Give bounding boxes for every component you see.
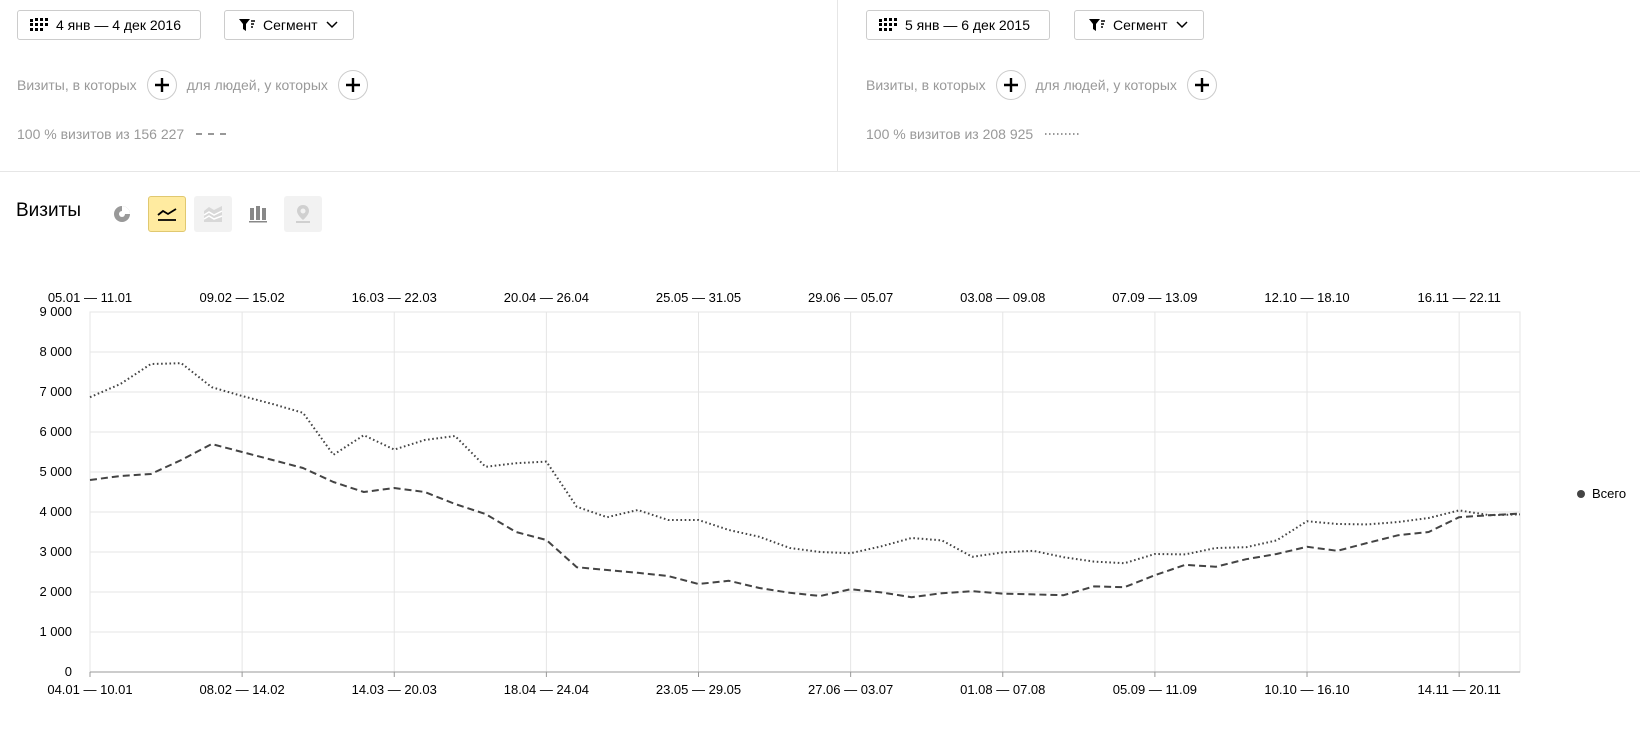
y-tick-label: 8 000 <box>39 344 72 359</box>
calendar-grid-icon <box>879 18 897 31</box>
segment-panel-current: 4 янв — 4 дек 2016 Сегмент Визиты, в кот… <box>0 0 838 171</box>
x-tick-label-bottom: 08.02 — 14.02 <box>199 682 284 697</box>
filter-row-previous: Визиты, в которых для людей, у которых <box>866 70 1227 100</box>
x-tick-label-bottom: 14.11 — 20.11 <box>1417 682 1500 697</box>
series-line-previous <box>89 362 1521 565</box>
segment-stats-label: 100 % визитов из 156 227 <box>17 126 185 142</box>
chevron-down-icon <box>326 21 338 29</box>
chart-series <box>89 362 1521 599</box>
x-tick-label-bottom: 01.08 — 07.08 <box>960 682 1045 697</box>
line-chart-icon <box>157 208 177 221</box>
y-tick-label: 6 000 <box>39 424 72 439</box>
legend-label: Всего <box>1592 486 1627 501</box>
x-tick-label-top: 25.05 — 31.05 <box>656 290 741 305</box>
y-tick-label: 4 000 <box>39 504 72 519</box>
y-tick-label: 7 000 <box>39 384 72 399</box>
pie-chart-view-button[interactable] <box>103 196 141 232</box>
filter-people-label: для людей, у которых <box>1035 77 1177 93</box>
x-tick-label-top: 09.02 — 15.02 <box>199 290 284 305</box>
x-tick-label-top: 12.10 — 18.10 <box>1264 290 1349 305</box>
y-tick-label: 3 000 <box>39 544 72 559</box>
filter-row-current: Визиты, в которых для людей, у которых <box>17 70 378 100</box>
funnel-filter-icon <box>1089 18 1105 31</box>
chart-axes: 0 1 000 2 000 3 000 4 000 5 000 6 000 7 000 8 00… <box>39 290 1520 697</box>
date-range-button-current[interactable]: 4 янв — 4 дек 2016 <box>17 10 201 40</box>
report-title: Визиты <box>16 200 81 221</box>
dashed-line-legend-icon <box>196 133 233 135</box>
chevron-down-icon <box>1176 21 1188 29</box>
x-tick-label-bottom: 05.09 — 11.09 <box>1113 682 1197 697</box>
x-tick-label-bottom: 27.06 — 03.07 <box>808 682 893 697</box>
y-tick-label: 2 000 <box>39 584 72 599</box>
line-chart-view-button[interactable] <box>148 196 186 232</box>
add-people-condition-button[interactable] <box>337 70 368 100</box>
x-tick-label-top: 07.09 — 13.09 <box>1112 290 1197 305</box>
x-tick-label-top: 05.01 — 11.01 <box>48 290 132 305</box>
x-tick-label-bottom: 23.05 — 29.05 <box>656 682 741 697</box>
plus-icon <box>154 78 169 92</box>
legend-dot-icon <box>1577 489 1585 498</box>
segment-button-current[interactable]: Сегмент <box>224 10 354 40</box>
funnel-filter-icon <box>239 18 255 31</box>
date-range-button-previous[interactable]: 5 янв — 6 дек 2015 <box>866 10 1050 40</box>
y-tick-label: 1 000 <box>39 624 72 639</box>
area-chart-icon <box>203 206 223 222</box>
x-tick-label-top: 29.06 — 05.07 <box>808 290 893 305</box>
top-divider <box>0 171 1640 172</box>
add-visit-condition-button[interactable] <box>146 70 177 100</box>
filter-people-label: для людей, у которых <box>186 77 328 93</box>
plus-icon <box>1194 78 1209 92</box>
calendar-grid-icon <box>30 18 48 31</box>
segment-stats-previous: 100 % визитов из 208 925 <box>866 126 1082 142</box>
add-people-condition-button[interactable] <box>1186 70 1217 100</box>
date-range-label: 4 янв — 4 дек 2016 <box>56 17 181 33</box>
x-tick-label-top: 20.04 — 26.04 <box>504 290 589 305</box>
pie-chart-icon <box>114 206 130 222</box>
filter-visits-label: Визиты, в которых <box>17 77 137 93</box>
x-tick-label-bottom: 10.10 — 16.10 <box>1264 682 1349 697</box>
y-tick-label: 0 <box>65 664 72 679</box>
plus-icon <box>1003 78 1018 92</box>
x-tick-label-bottom: 14.03 — 20.03 <box>352 682 437 697</box>
add-visit-condition-button[interactable] <box>995 70 1026 100</box>
date-range-label: 5 янв — 6 дек 2015 <box>905 17 1030 33</box>
y-tick-label: 5 000 <box>39 464 72 479</box>
chart-legend[interactable]: Всего <box>1577 486 1626 501</box>
x-tick-label-top: 03.08 — 09.08 <box>960 290 1045 305</box>
area-chart-view-button[interactable] <box>194 196 232 232</box>
plot-area-border <box>89 311 1521 673</box>
segment-button-previous[interactable]: Сегмент <box>1074 10 1204 40</box>
x-tick-label-top: 16.03 — 22.03 <box>352 290 437 305</box>
plus-icon <box>345 78 360 92</box>
bar-chart-icon <box>249 206 267 223</box>
x-tick-label-bottom: 04.01 — 10.01 <box>47 682 132 697</box>
map-icon <box>296 205 310 223</box>
y-tick-label: 9 000 <box>39 304 72 319</box>
filter-visits-label: Визиты, в которых <box>866 77 986 93</box>
series-line-current <box>89 443 1521 599</box>
segment-label: Сегмент <box>1113 17 1168 33</box>
x-tick-label-top: 16.11 — 22.11 <box>1417 290 1500 305</box>
x-tick-label-bottom: 18.04 — 24.04 <box>504 682 589 697</box>
segment-panel-previous: 5 янв — 6 дек 2015 Сегмент Визиты, в кот… <box>838 0 1640 171</box>
bar-chart-view-button[interactable] <box>239 196 277 232</box>
segment-label: Сегмент <box>263 17 318 33</box>
segment-stats-label: 100 % визитов из 208 925 <box>866 126 1034 142</box>
map-view-button[interactable] <box>284 196 322 232</box>
segment-stats-current: 100 % визитов из 156 227 <box>17 126 233 142</box>
chart-grid <box>89 311 1521 673</box>
